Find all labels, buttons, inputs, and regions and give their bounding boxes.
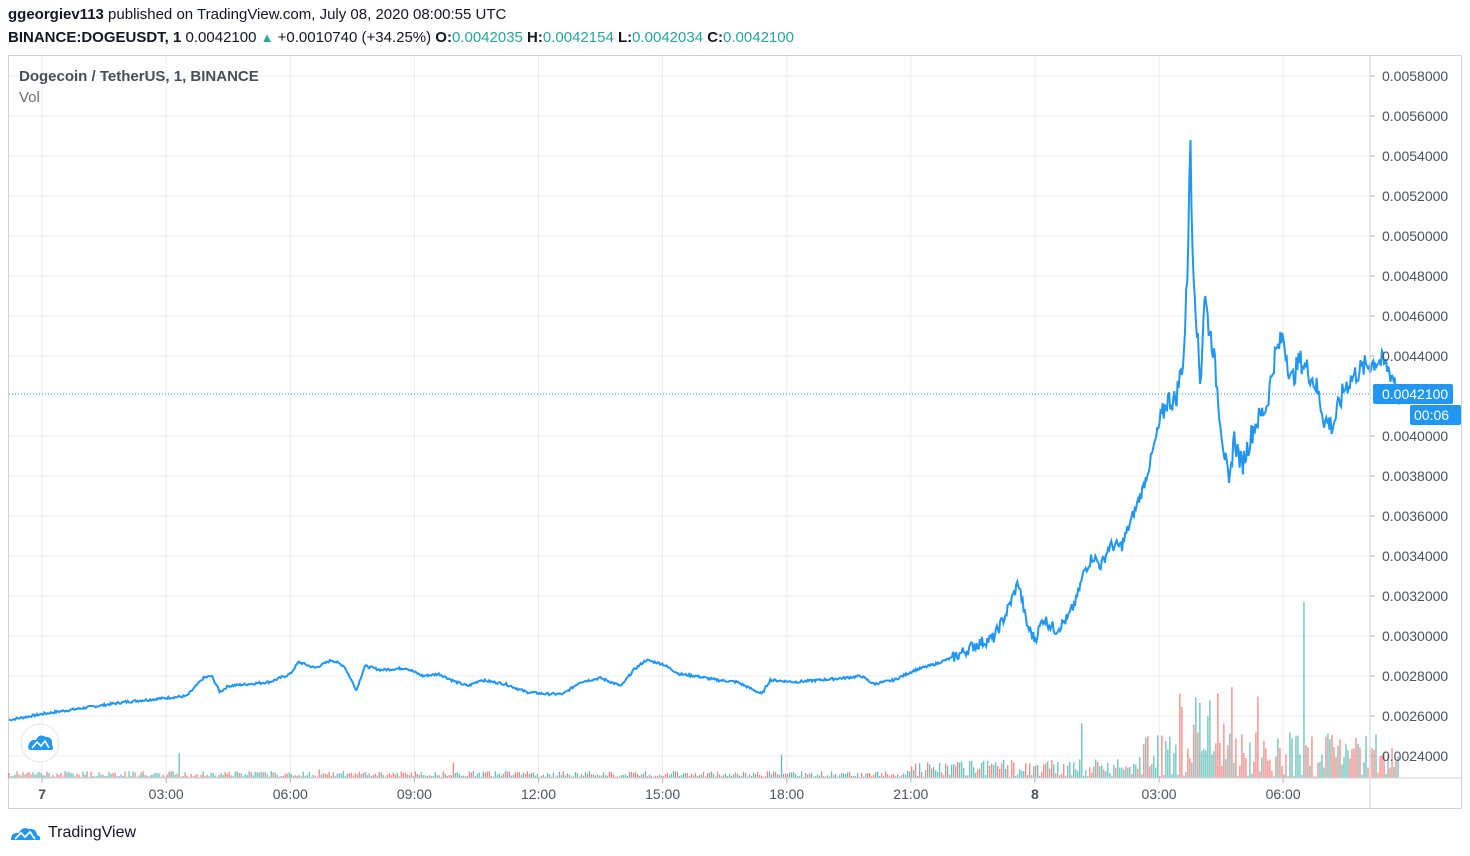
x-tick-label: 7	[38, 786, 46, 802]
close-label: C:	[707, 29, 724, 46]
tradingview-logo[interactable]: TradingView	[8, 823, 136, 843]
chart-frame[interactable]	[8, 55, 1462, 809]
price-series-line	[8, 139, 1400, 722]
y-tick-label: 0.0034000	[1382, 548, 1448, 564]
low-label: L:	[617, 29, 633, 46]
legend-title[interactable]: Dogecoin / TetherUS, 1, BINANCE	[19, 68, 259, 85]
low-value: 0.0042034	[632, 29, 704, 46]
chart-grid	[9, 56, 1370, 778]
open-label: O:	[435, 29, 452, 46]
y-tick-label: 0.0054000	[1382, 148, 1448, 164]
y-tick-label: 0.0058000	[1382, 68, 1448, 84]
x-tick-label: 03:00	[149, 786, 184, 802]
volume-bars	[8, 601, 1399, 778]
y-tick-label: 0.0026000	[1382, 708, 1448, 724]
y-tick-label: 0.0050000	[1382, 228, 1448, 244]
x-tick-label: 18:00	[769, 786, 804, 802]
high-label: H:	[527, 29, 543, 46]
y-tick-label: 0.0030000	[1382, 628, 1448, 644]
close-value: 0.0042100	[723, 29, 794, 46]
x-tick-label: 09:00	[397, 786, 432, 802]
y-tick-label: 0.0028000	[1382, 668, 1448, 684]
y-tick-label: 0.0056000	[1382, 108, 1448, 124]
y-tick-label: 0.0036000	[1382, 508, 1448, 524]
y-tick-label: 0.0032000	[1382, 588, 1448, 604]
x-tick-label: 12:00	[521, 786, 556, 802]
publication-info: ggeorgiev113 published on TradingView.co…	[8, 6, 506, 23]
published-text: published on TradingView.com, July 08, 2…	[103, 6, 507, 23]
y-tick-label: 0.0040000	[1382, 428, 1448, 444]
time-badge-text: 00:06	[1414, 407, 1449, 423]
x-tick-label: 06:00	[1266, 786, 1301, 802]
brand-name: TradingView	[48, 824, 137, 841]
y-tick-label: 0.0046000	[1382, 308, 1448, 324]
y-tick-label: 0.0024000	[1382, 748, 1448, 764]
last-price: 0.0042100	[185, 29, 257, 46]
publisher-name[interactable]: ggeorgiev113	[8, 6, 104, 23]
symbol-info: BINANCE:DOGEUSDT, 1 0.0042100 ▲ +0.00107…	[8, 29, 794, 46]
time-badge: 00:06	[1410, 405, 1461, 425]
y-tick-label: 0.0052000	[1382, 188, 1448, 204]
y-tick-label: 0.0038000	[1382, 468, 1448, 484]
price-badge: 0.0042100	[1373, 384, 1453, 404]
legend-volume[interactable]: Vol	[19, 89, 40, 106]
y-tick-label: 0.0048000	[1382, 268, 1448, 284]
x-tick-label: 15:00	[645, 786, 680, 802]
price-badge-text: 0.0042100	[1382, 386, 1448, 402]
x-tick-label: 06:00	[273, 786, 308, 802]
time-axis: 7 03:00 06:00 09:00 12:00 15:00 18:00 21:00 8 03:…	[38, 778, 1301, 802]
x-tick-label: 03:00	[1142, 786, 1177, 802]
chart-watermark-icon[interactable]	[20, 723, 60, 763]
x-tick-label: 21:00	[893, 786, 928, 802]
y-tick-label: 0.0044000	[1382, 348, 1448, 364]
tradingview-cloud-icon	[11, 828, 41, 840]
price-axis: 0.0058000 0.0056000 0.0054000 0.0052000 0.00…	[1370, 68, 1448, 764]
price-change: +0.0010740 (+34.25%)	[277, 29, 432, 46]
symbol-label: BINANCE:DOGEUSDT, 1	[8, 29, 182, 46]
open-value: 0.0042035	[451, 29, 523, 46]
high-value: 0.0042154	[542, 29, 614, 46]
x-tick-label: 8	[1031, 786, 1039, 802]
up-arrow-icon: ▲	[260, 30, 274, 45]
